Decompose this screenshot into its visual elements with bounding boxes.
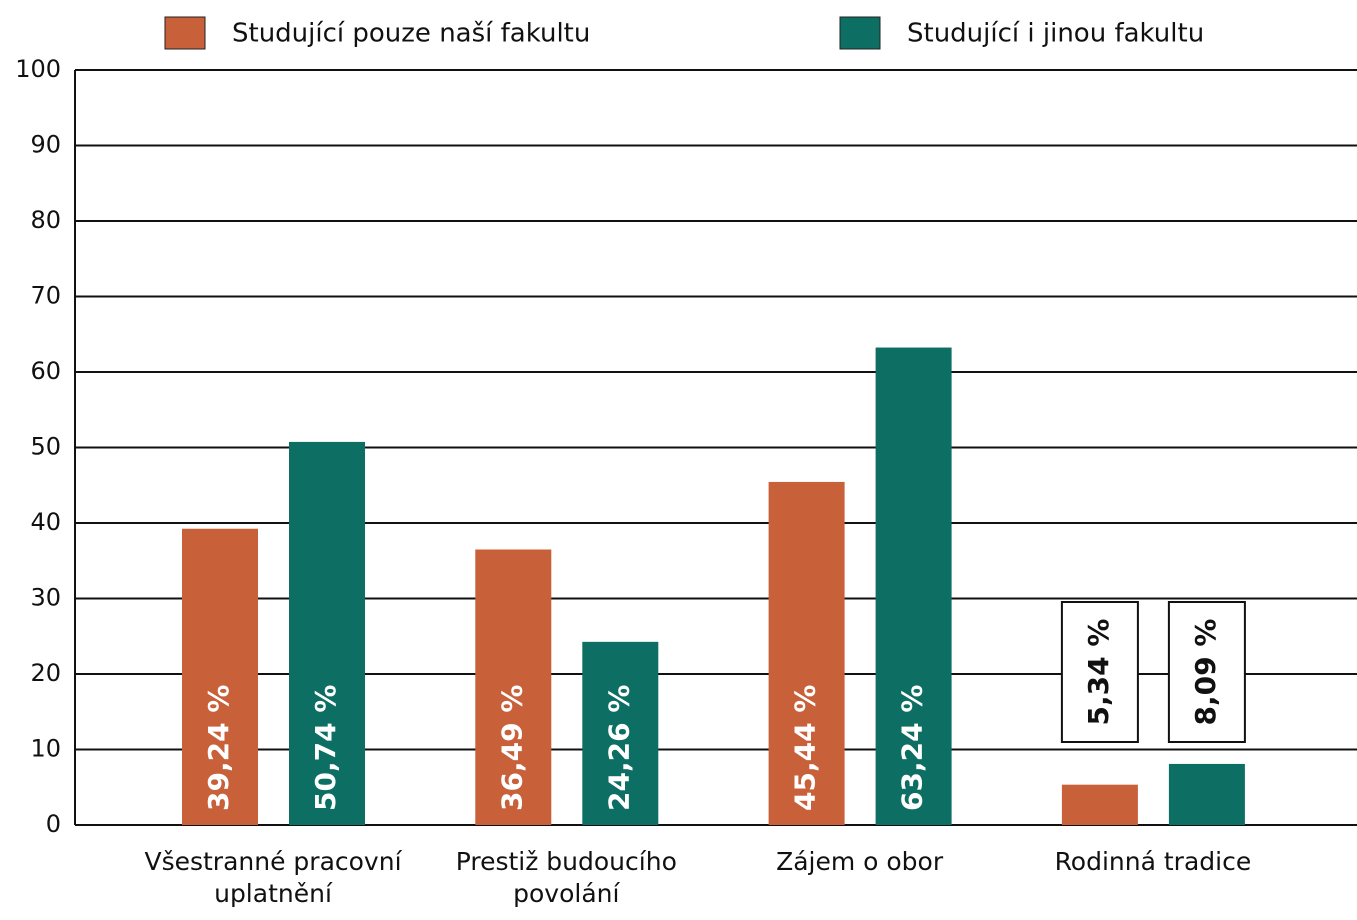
value-label: 8,09 % xyxy=(1189,619,1222,726)
y-tick-label: 30 xyxy=(30,584,61,612)
y-tick-label: 90 xyxy=(30,131,61,159)
value-label-box xyxy=(1167,601,1246,743)
value-label: 24,26 % xyxy=(602,685,635,811)
bar xyxy=(289,441,365,825)
legend-swatch xyxy=(164,16,206,50)
y-tick-label: 80 xyxy=(30,206,61,234)
bar xyxy=(768,481,845,825)
value-label: 39,24 % xyxy=(202,685,235,811)
bar xyxy=(1168,763,1245,825)
legend-label: Studující i jinou fakultu xyxy=(907,19,1204,49)
value-label: 5,34 % xyxy=(1082,619,1115,726)
x-tick-label: Rodinná tradice xyxy=(1054,847,1252,876)
legend-swatch xyxy=(839,16,881,50)
value-label: 45,44 % xyxy=(789,685,822,811)
y-tick-label: 40 xyxy=(30,508,61,536)
value-label-box xyxy=(1060,601,1139,743)
value-label: 36,49 % xyxy=(495,685,528,811)
y-tick-label: 100 xyxy=(15,55,61,83)
legend-label: Studující pouze naší fakultu xyxy=(232,19,590,49)
value-label: 63,24 % xyxy=(896,685,929,811)
y-tick-label: 60 xyxy=(30,357,61,385)
bar xyxy=(582,641,659,825)
y-tick-label: 20 xyxy=(30,659,61,687)
y-tick-label: 50 xyxy=(30,433,61,461)
x-tick-label: Prestiž budoucího povolání xyxy=(455,847,677,908)
x-tick-label: Zájem o obor xyxy=(776,847,944,876)
x-tick-label: Všestranné pracovní uplatnění xyxy=(144,847,402,908)
bar xyxy=(875,347,952,825)
value-label: 50,74 % xyxy=(309,685,342,811)
bar xyxy=(475,549,552,825)
y-tick-label: 10 xyxy=(30,735,61,763)
y-tick-label: 70 xyxy=(30,282,61,310)
y-tick-label: 0 xyxy=(46,810,61,838)
bar xyxy=(182,528,258,825)
bar xyxy=(1061,784,1138,825)
